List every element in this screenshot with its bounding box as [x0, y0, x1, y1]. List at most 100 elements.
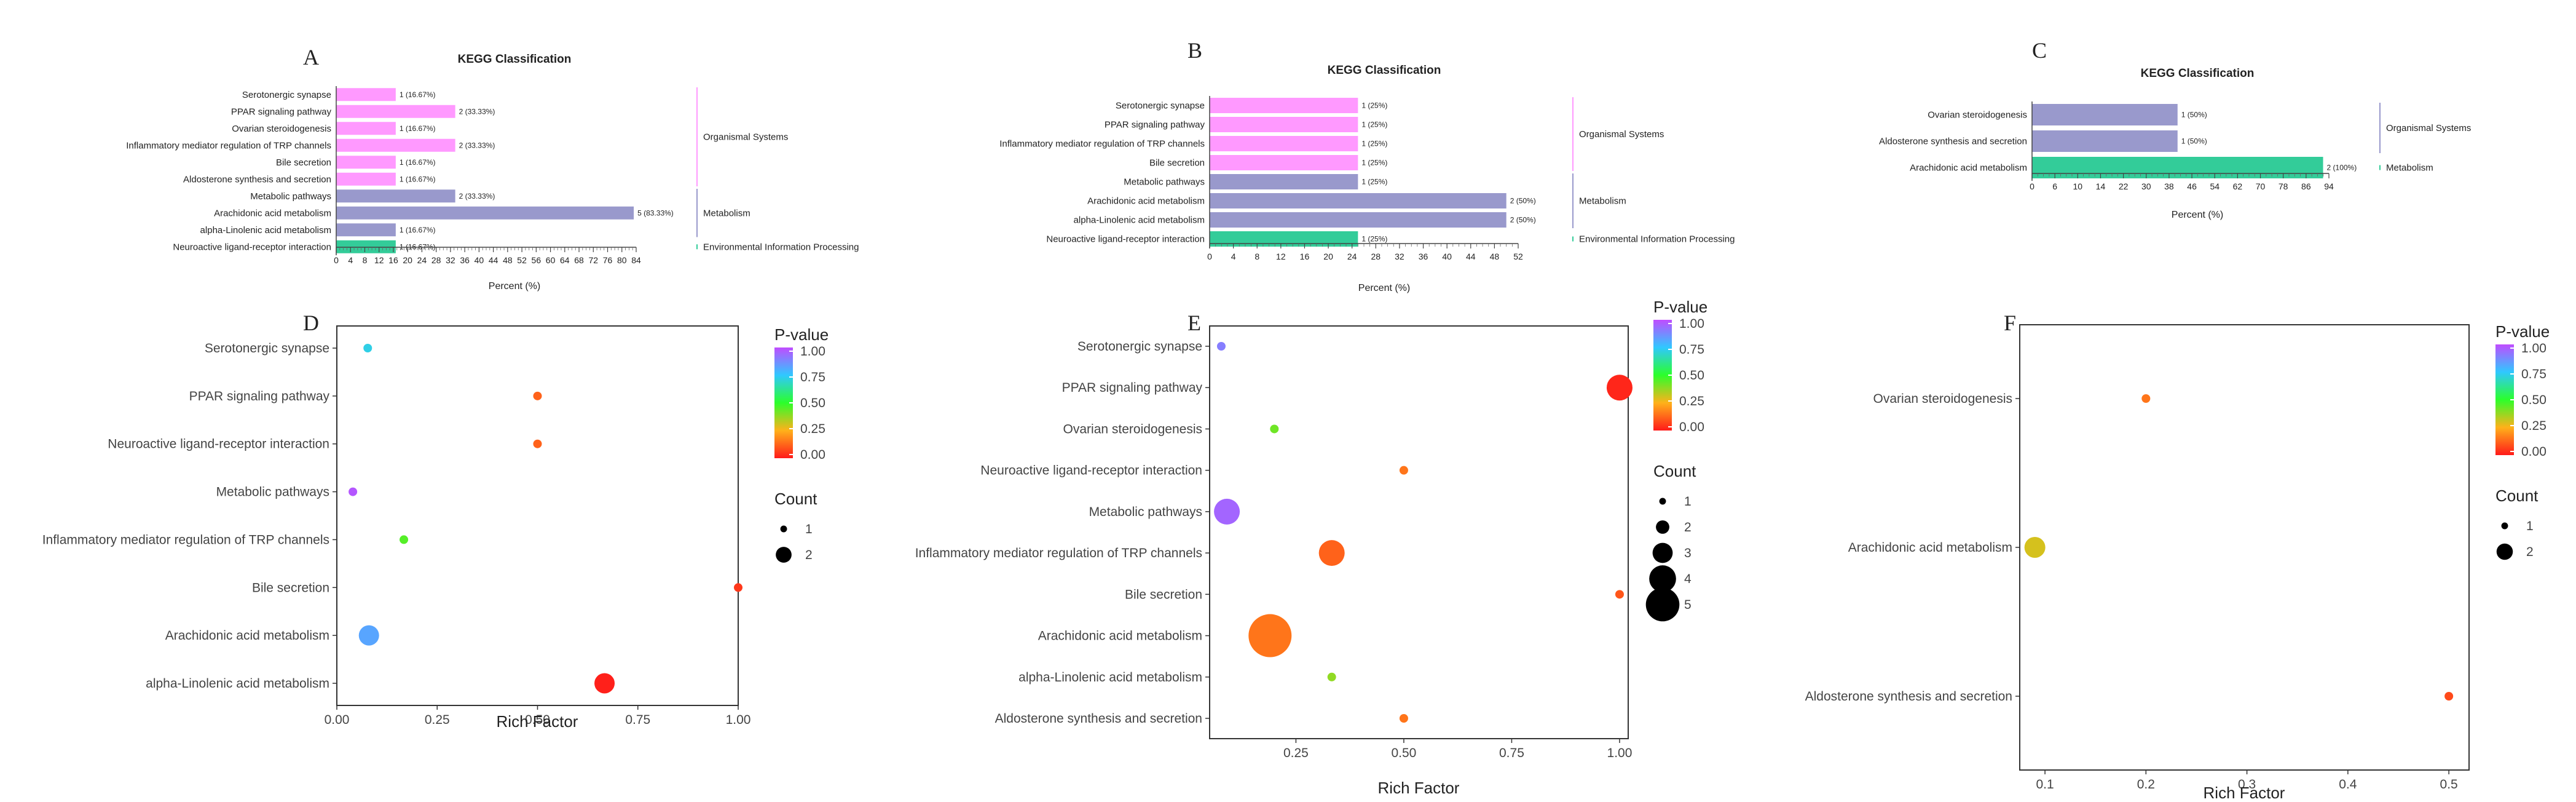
size-legend-title: Count — [2495, 486, 2539, 505]
category-label: alpha-Linolenic acid metabolism — [1074, 215, 1205, 226]
bar — [336, 172, 396, 186]
bar-value-label: 1 (25%) — [1361, 101, 1387, 110]
x-tick-label: 0.25 — [425, 713, 450, 727]
x-tick-label: 28 — [1371, 252, 1381, 261]
category-label: Arachidonic acid metabolism — [165, 629, 329, 643]
category-label: PPAR signaling pathway — [1062, 381, 1203, 395]
bar-value-label: 2 (100%) — [2327, 164, 2357, 172]
bar-value-label: 1 (16.67%) — [400, 226, 436, 234]
bar-value-label: 1 (16.67%) — [400, 175, 436, 183]
x-tick-label: 0.75 — [625, 713, 650, 727]
size-legend-label: 4 — [1684, 572, 1692, 586]
colorbar-label: 0.00 — [2521, 445, 2546, 459]
group-label: Metabolism — [1579, 196, 1626, 207]
size-legend-dot — [1656, 520, 1669, 534]
x-tick-label: 24 — [417, 255, 427, 265]
bar — [1210, 174, 1358, 189]
category-label: Neuroactive ligand-receptor interaction — [173, 242, 331, 252]
category-label: Bile secretion — [1149, 158, 1205, 169]
x-tick-label: 94 — [2324, 181, 2334, 191]
x-tick-label: 70 — [2256, 181, 2266, 191]
size-legend-label: 3 — [1684, 546, 1692, 560]
panel-label-d: D — [303, 311, 319, 335]
x-tick-label: 52 — [1513, 252, 1523, 261]
chart-title: KEGG Classification — [458, 53, 572, 66]
colorbar-label: 0.25 — [800, 422, 825, 436]
bubble-point — [734, 583, 742, 592]
category-label: Ovarian steroidogenesis — [232, 124, 331, 134]
x-tick-label: 80 — [617, 255, 627, 265]
bar — [336, 138, 455, 152]
bar — [2032, 130, 2178, 152]
category-label: Metabolic pathways — [216, 485, 329, 499]
colorbar-label: 0.75 — [1679, 343, 1704, 357]
bar — [336, 223, 396, 237]
category-label: Bile secretion — [276, 157, 331, 168]
bar — [1210, 136, 1358, 151]
x-tick-label: 76 — [603, 255, 613, 265]
group-label: Environmental Information Processing — [703, 242, 859, 252]
category-label: Serotonergic synapse — [1116, 101, 1205, 111]
category-label: Arachidonic acid metabolism — [1848, 541, 2012, 555]
bar-value-label: 1 (16.67%) — [400, 158, 436, 167]
x-tick-label: 24 — [1347, 252, 1357, 261]
x-tick-label: 62 — [2233, 181, 2243, 191]
bar — [336, 189, 455, 203]
category-label: Metabolic pathways — [1124, 177, 1205, 188]
x-tick-label: 0.5 — [2440, 777, 2458, 792]
bar-value-label: 1 (25%) — [1361, 121, 1387, 129]
bar-value-label: 2 (33.33%) — [459, 141, 495, 149]
size-legend-dot — [1649, 565, 1676, 592]
x-tick-label: 28 — [431, 255, 441, 265]
x-tick-label: 38 — [2164, 181, 2174, 191]
x-tick-label: 1.00 — [1607, 746, 1633, 760]
bubble-chart-d: Serotonergic synapse PPAR signaling pathw… — [42, 325, 829, 731]
category-label: Ovarian steroidogenesis — [1063, 422, 1202, 436]
category-label: Aldosterone synthesis and secretion — [1879, 137, 2027, 147]
size-legend-title: Count — [1653, 462, 1696, 480]
x-tick-label: 0.75 — [1499, 746, 1524, 760]
x-axis-label: Rich Factor — [497, 712, 578, 731]
group-label: Organismal Systems — [2386, 123, 2471, 133]
x-tick-label: 0.4 — [2339, 777, 2357, 792]
bar-chart-a: KEGG Classification Serotonergic synapse… — [126, 53, 859, 292]
category-label: Serotonergic synapse — [242, 90, 331, 100]
x-tick-label: 40 — [475, 255, 484, 265]
x-tick-label: 36 — [460, 255, 470, 265]
x-tick-label: 44 — [489, 255, 498, 265]
colorbar-label: 0.00 — [1679, 420, 1704, 434]
x-tick-label: 6 — [2052, 181, 2057, 191]
x-tick-label: 36 — [1419, 252, 1428, 261]
size-legend-dot — [2501, 522, 2508, 530]
bubble-point — [533, 391, 542, 400]
group-label: Organismal Systems — [1579, 129, 1664, 140]
category-label: Serotonergic synapse — [205, 341, 329, 355]
bar — [2032, 104, 2178, 125]
bubble-point — [2141, 394, 2151, 403]
category-label: Neuroactive ligand-receptor interaction — [1046, 234, 1205, 245]
x-tick-label: 0.25 — [1283, 746, 1309, 760]
bubble-point — [2024, 537, 2046, 558]
bubble-point — [1399, 466, 1408, 475]
bar — [1210, 98, 1358, 113]
x-tick-label: 22 — [2119, 181, 2129, 191]
x-tick-label: 40 — [1442, 252, 1452, 261]
colorbar-label: 0.00 — [800, 448, 825, 462]
x-tick-label: 48 — [1490, 252, 1500, 261]
bar — [336, 206, 634, 220]
category-label: Arachidonic acid metabolism — [1910, 163, 2027, 173]
category-label: Serotonergic synapse — [1077, 339, 1202, 354]
x-tick-label: 4 — [348, 255, 353, 265]
bubble-point — [1216, 342, 1226, 351]
category-label: PPAR signaling pathway — [231, 106, 332, 117]
bubble-point — [1606, 375, 1633, 401]
x-tick-label: 60 — [546, 255, 556, 265]
colorbar-label: 0.25 — [2521, 419, 2546, 433]
category-label: Neuroactive ligand-receptor interaction — [108, 437, 329, 451]
plot-frame — [336, 325, 739, 706]
group-label: Metabolism — [703, 208, 750, 218]
panel-label-b: B — [1188, 38, 1202, 63]
bubble-point — [1214, 498, 1240, 525]
bar-value-label: 1 (50%) — [2181, 111, 2207, 119]
